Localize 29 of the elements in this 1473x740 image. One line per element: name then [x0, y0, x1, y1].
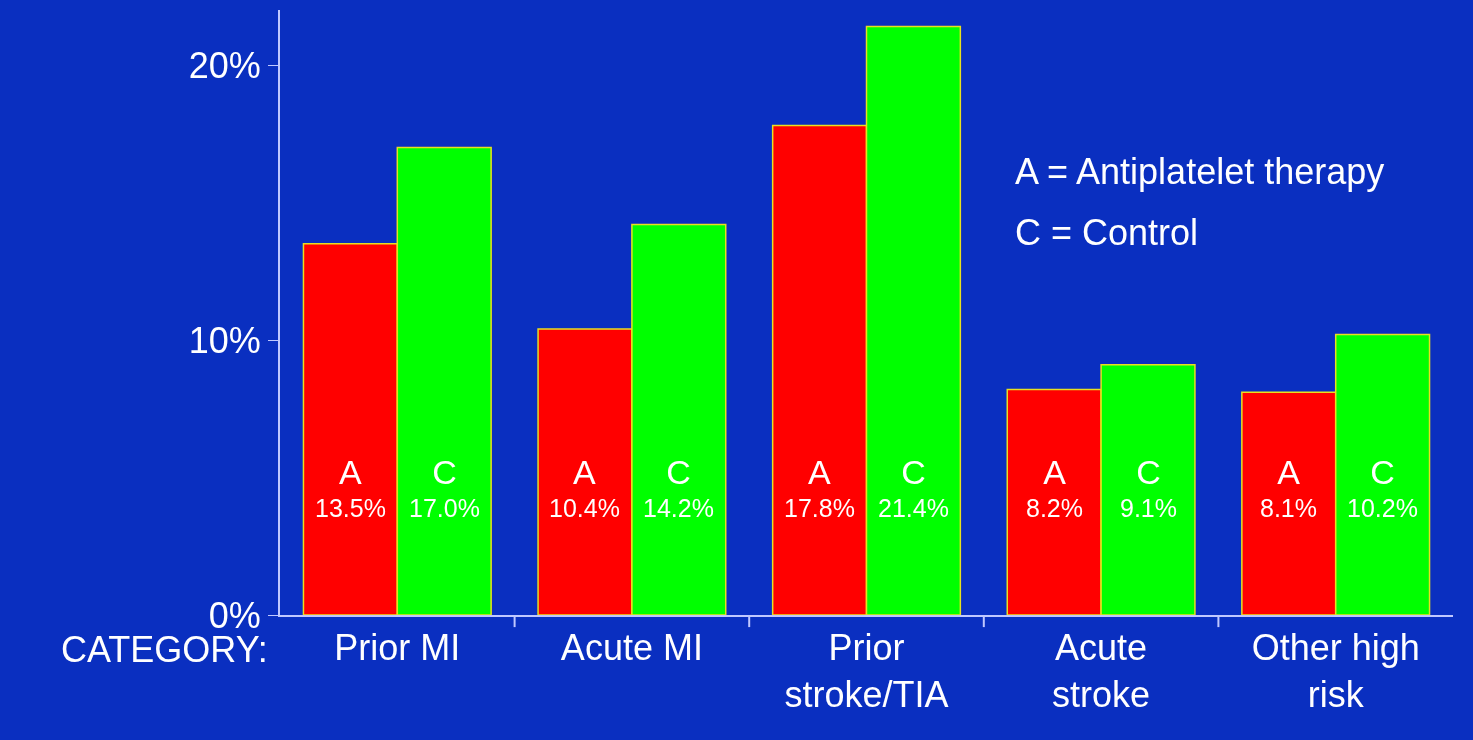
text: A [1277, 453, 1300, 491]
x-tick-label: Prior MI [334, 627, 461, 669]
annotation: C = Control [1015, 212, 1199, 253]
text: C [901, 453, 926, 491]
data-label: 10.4% [549, 493, 620, 522]
text: C [432, 453, 457, 491]
y-tick-label: 20% [188, 44, 261, 86]
x-tick-label: Prior stroke/TIA [784, 627, 949, 715]
series-label: C [1136, 453, 1161, 491]
data-label: 21.4% [878, 493, 949, 522]
data-label: 8.2% [1026, 493, 1083, 522]
series-label: A [573, 453, 597, 491]
text: A [808, 453, 831, 491]
data-label: 9.1% [1120, 493, 1177, 522]
text: A [1043, 453, 1066, 491]
data-label: 10.2% [1347, 493, 1418, 522]
x-tick-label: Acute MI [560, 627, 703, 669]
data-label: 17.0% [409, 493, 480, 522]
data-label: 14.2% [643, 493, 714, 522]
x-tick-label: Other high risk [1251, 627, 1420, 715]
text: C [666, 453, 691, 491]
y-tick-label: 10% [188, 319, 261, 361]
data-label: 17.8% [784, 493, 855, 522]
annotation: A = Antiplatelet therapy [1015, 151, 1385, 192]
text: C [1370, 453, 1395, 491]
data-label: 13.5% [315, 493, 386, 522]
data-label: 8.1% [1260, 493, 1317, 522]
text: A [339, 453, 362, 491]
x-tick-label: Acute stroke [1052, 627, 1151, 715]
